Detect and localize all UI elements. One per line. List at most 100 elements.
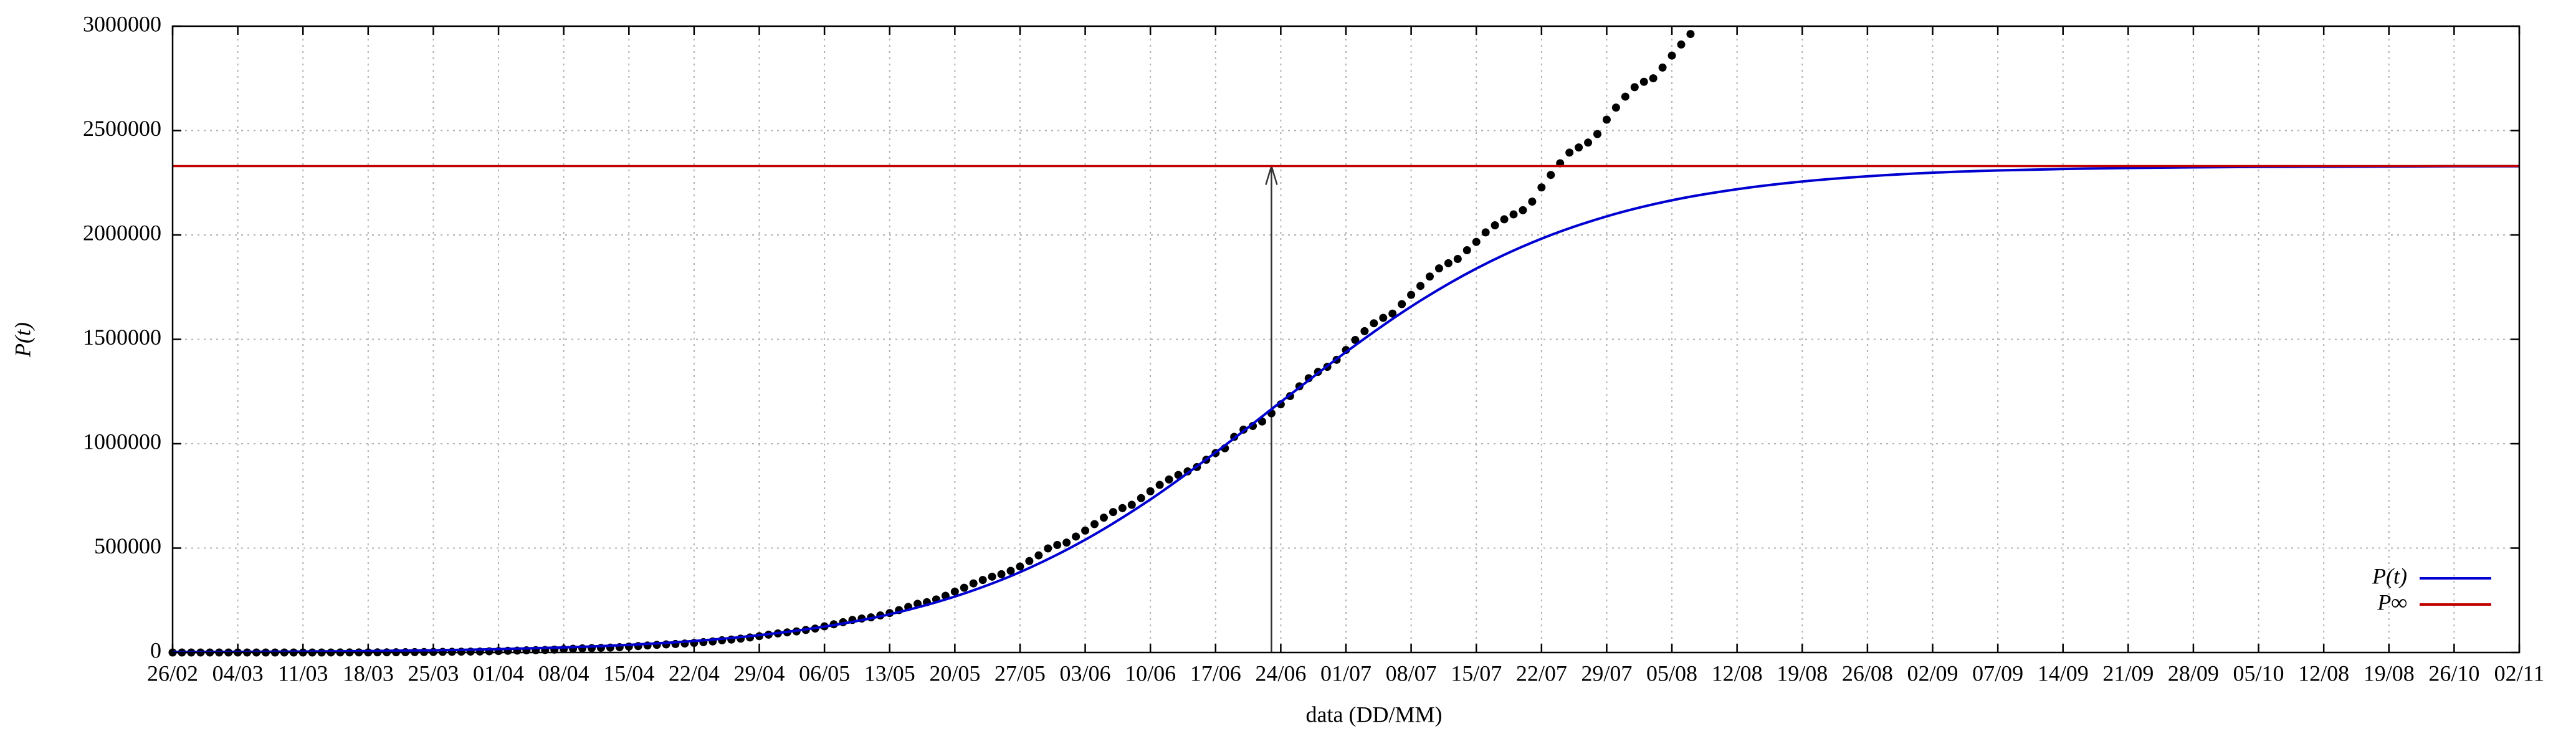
fit-curve bbox=[172, 165, 2520, 654]
data-point bbox=[1658, 63, 1667, 72]
x-tick-label: 17/06 bbox=[1190, 661, 1241, 686]
x-tick-label: 12/08 bbox=[2298, 661, 2349, 686]
x-tick-label: 03/06 bbox=[1060, 661, 1111, 686]
arrow-part bbox=[1271, 166, 1278, 185]
data-point bbox=[1611, 103, 1620, 112]
data-point bbox=[1565, 148, 1574, 157]
x-tick-label: 20/05 bbox=[929, 661, 980, 686]
data-point bbox=[1677, 40, 1686, 49]
data-point bbox=[1584, 138, 1593, 147]
data-point bbox=[1090, 520, 1099, 528]
x-axis-label: data (DD/MM) bbox=[1306, 702, 1443, 727]
data-point bbox=[1621, 92, 1629, 101]
data-point bbox=[1416, 282, 1425, 290]
data-point bbox=[1351, 336, 1360, 345]
data-point bbox=[988, 572, 996, 581]
data-point bbox=[1547, 171, 1555, 179]
x-tick-label: 08/04 bbox=[538, 661, 589, 686]
y-tick-label: 2000000 bbox=[83, 220, 161, 245]
y-tick-label: 2500000 bbox=[83, 116, 161, 141]
data-point bbox=[1639, 77, 1648, 86]
x-tick-label: 24/06 bbox=[1255, 661, 1306, 686]
data-point bbox=[1537, 183, 1546, 192]
x-tick-label: 12/08 bbox=[1712, 661, 1763, 686]
data-point bbox=[1025, 557, 1034, 565]
data-point bbox=[1481, 228, 1490, 237]
data-point bbox=[1649, 74, 1658, 83]
y-tick-label: 1000000 bbox=[83, 429, 161, 454]
data-point bbox=[1491, 221, 1499, 229]
arrow-part bbox=[1265, 166, 1272, 185]
data-point bbox=[1370, 319, 1378, 328]
data-point bbox=[1426, 272, 1434, 281]
data-point bbox=[1472, 237, 1481, 246]
x-tick-label: 18/03 bbox=[343, 661, 394, 686]
y-tick-label: 0 bbox=[150, 638, 161, 662]
data-point bbox=[1155, 480, 1164, 489]
x-tick-label: 26/02 bbox=[147, 661, 198, 686]
data-point bbox=[950, 587, 959, 596]
y-tick-label: 1500000 bbox=[83, 325, 161, 350]
x-tick-label: 13/05 bbox=[864, 661, 915, 686]
data-point bbox=[1127, 500, 1136, 509]
data-point bbox=[1453, 255, 1462, 264]
x-tick-label: 14/09 bbox=[2038, 661, 2089, 686]
x-tick-label: 19/08 bbox=[2364, 661, 2415, 686]
x-tick-label: 26/08 bbox=[1842, 661, 1893, 686]
data-point bbox=[1388, 309, 1397, 318]
x-tick-label: 22/04 bbox=[669, 661, 720, 686]
x-tick-label: 04/03 bbox=[212, 661, 264, 686]
data-point bbox=[1016, 562, 1024, 571]
x-tick-label: 22/07 bbox=[1516, 661, 1567, 686]
data-point bbox=[1137, 494, 1145, 502]
data-point bbox=[1519, 206, 1527, 214]
legend-label: P(t) bbox=[2372, 563, 2407, 588]
x-tick-label: 28/09 bbox=[2168, 661, 2219, 686]
x-tick-label: 21/09 bbox=[2102, 661, 2154, 686]
x-tick-label: 29/04 bbox=[733, 661, 785, 686]
data-point bbox=[1146, 487, 1155, 495]
data-point bbox=[1602, 115, 1611, 124]
data-point bbox=[1072, 532, 1080, 541]
data-point bbox=[1575, 143, 1583, 152]
data-point bbox=[1462, 246, 1471, 255]
x-tick-label: 26/10 bbox=[2428, 661, 2479, 686]
x-tick-label: 01/07 bbox=[1320, 661, 1371, 686]
x-tick-label: 15/04 bbox=[603, 661, 654, 686]
x-tick-label: 06/05 bbox=[799, 661, 850, 686]
data-point bbox=[1081, 526, 1090, 535]
data-point bbox=[1398, 300, 1406, 308]
x-tick-label: 29/07 bbox=[1581, 661, 1632, 686]
y-tick-label: 500000 bbox=[94, 533, 161, 558]
x-tick-label: 11/03 bbox=[278, 661, 328, 686]
x-tick-label: 08/07 bbox=[1386, 661, 1437, 686]
x-tick-label: 02/11 bbox=[2494, 661, 2545, 686]
data-point bbox=[1528, 198, 1537, 206]
data-point bbox=[1434, 264, 1443, 273]
x-tick-label: 10/06 bbox=[1125, 661, 1176, 686]
plot-frame bbox=[171, 25, 2521, 654]
data-point bbox=[1500, 215, 1509, 224]
data-point bbox=[1686, 30, 1695, 39]
data-point bbox=[1379, 313, 1388, 322]
data-point bbox=[1407, 290, 1416, 299]
data-point bbox=[1630, 83, 1639, 92]
y-tick-label: 3000000 bbox=[83, 11, 161, 36]
data-point bbox=[1444, 259, 1453, 267]
data-point bbox=[969, 579, 978, 588]
data-point bbox=[1109, 508, 1117, 517]
data-point bbox=[1509, 210, 1518, 219]
data-point bbox=[1034, 551, 1043, 560]
data-point bbox=[1044, 544, 1052, 553]
data-point bbox=[1118, 504, 1127, 512]
x-tick-label: 05/10 bbox=[2233, 661, 2284, 686]
data-point bbox=[978, 576, 987, 585]
data-point bbox=[1006, 566, 1015, 575]
x-tick-label: 01/04 bbox=[473, 661, 524, 686]
x-tick-label: 25/03 bbox=[408, 661, 459, 686]
data-point bbox=[1099, 514, 1108, 522]
data-point bbox=[1062, 538, 1071, 547]
data-point bbox=[1165, 475, 1173, 484]
